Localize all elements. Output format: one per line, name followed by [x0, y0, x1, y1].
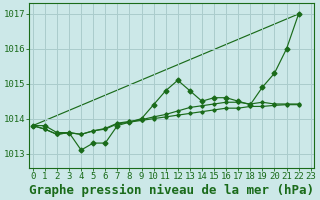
X-axis label: Graphe pression niveau de la mer (hPa): Graphe pression niveau de la mer (hPa)	[29, 183, 314, 197]
